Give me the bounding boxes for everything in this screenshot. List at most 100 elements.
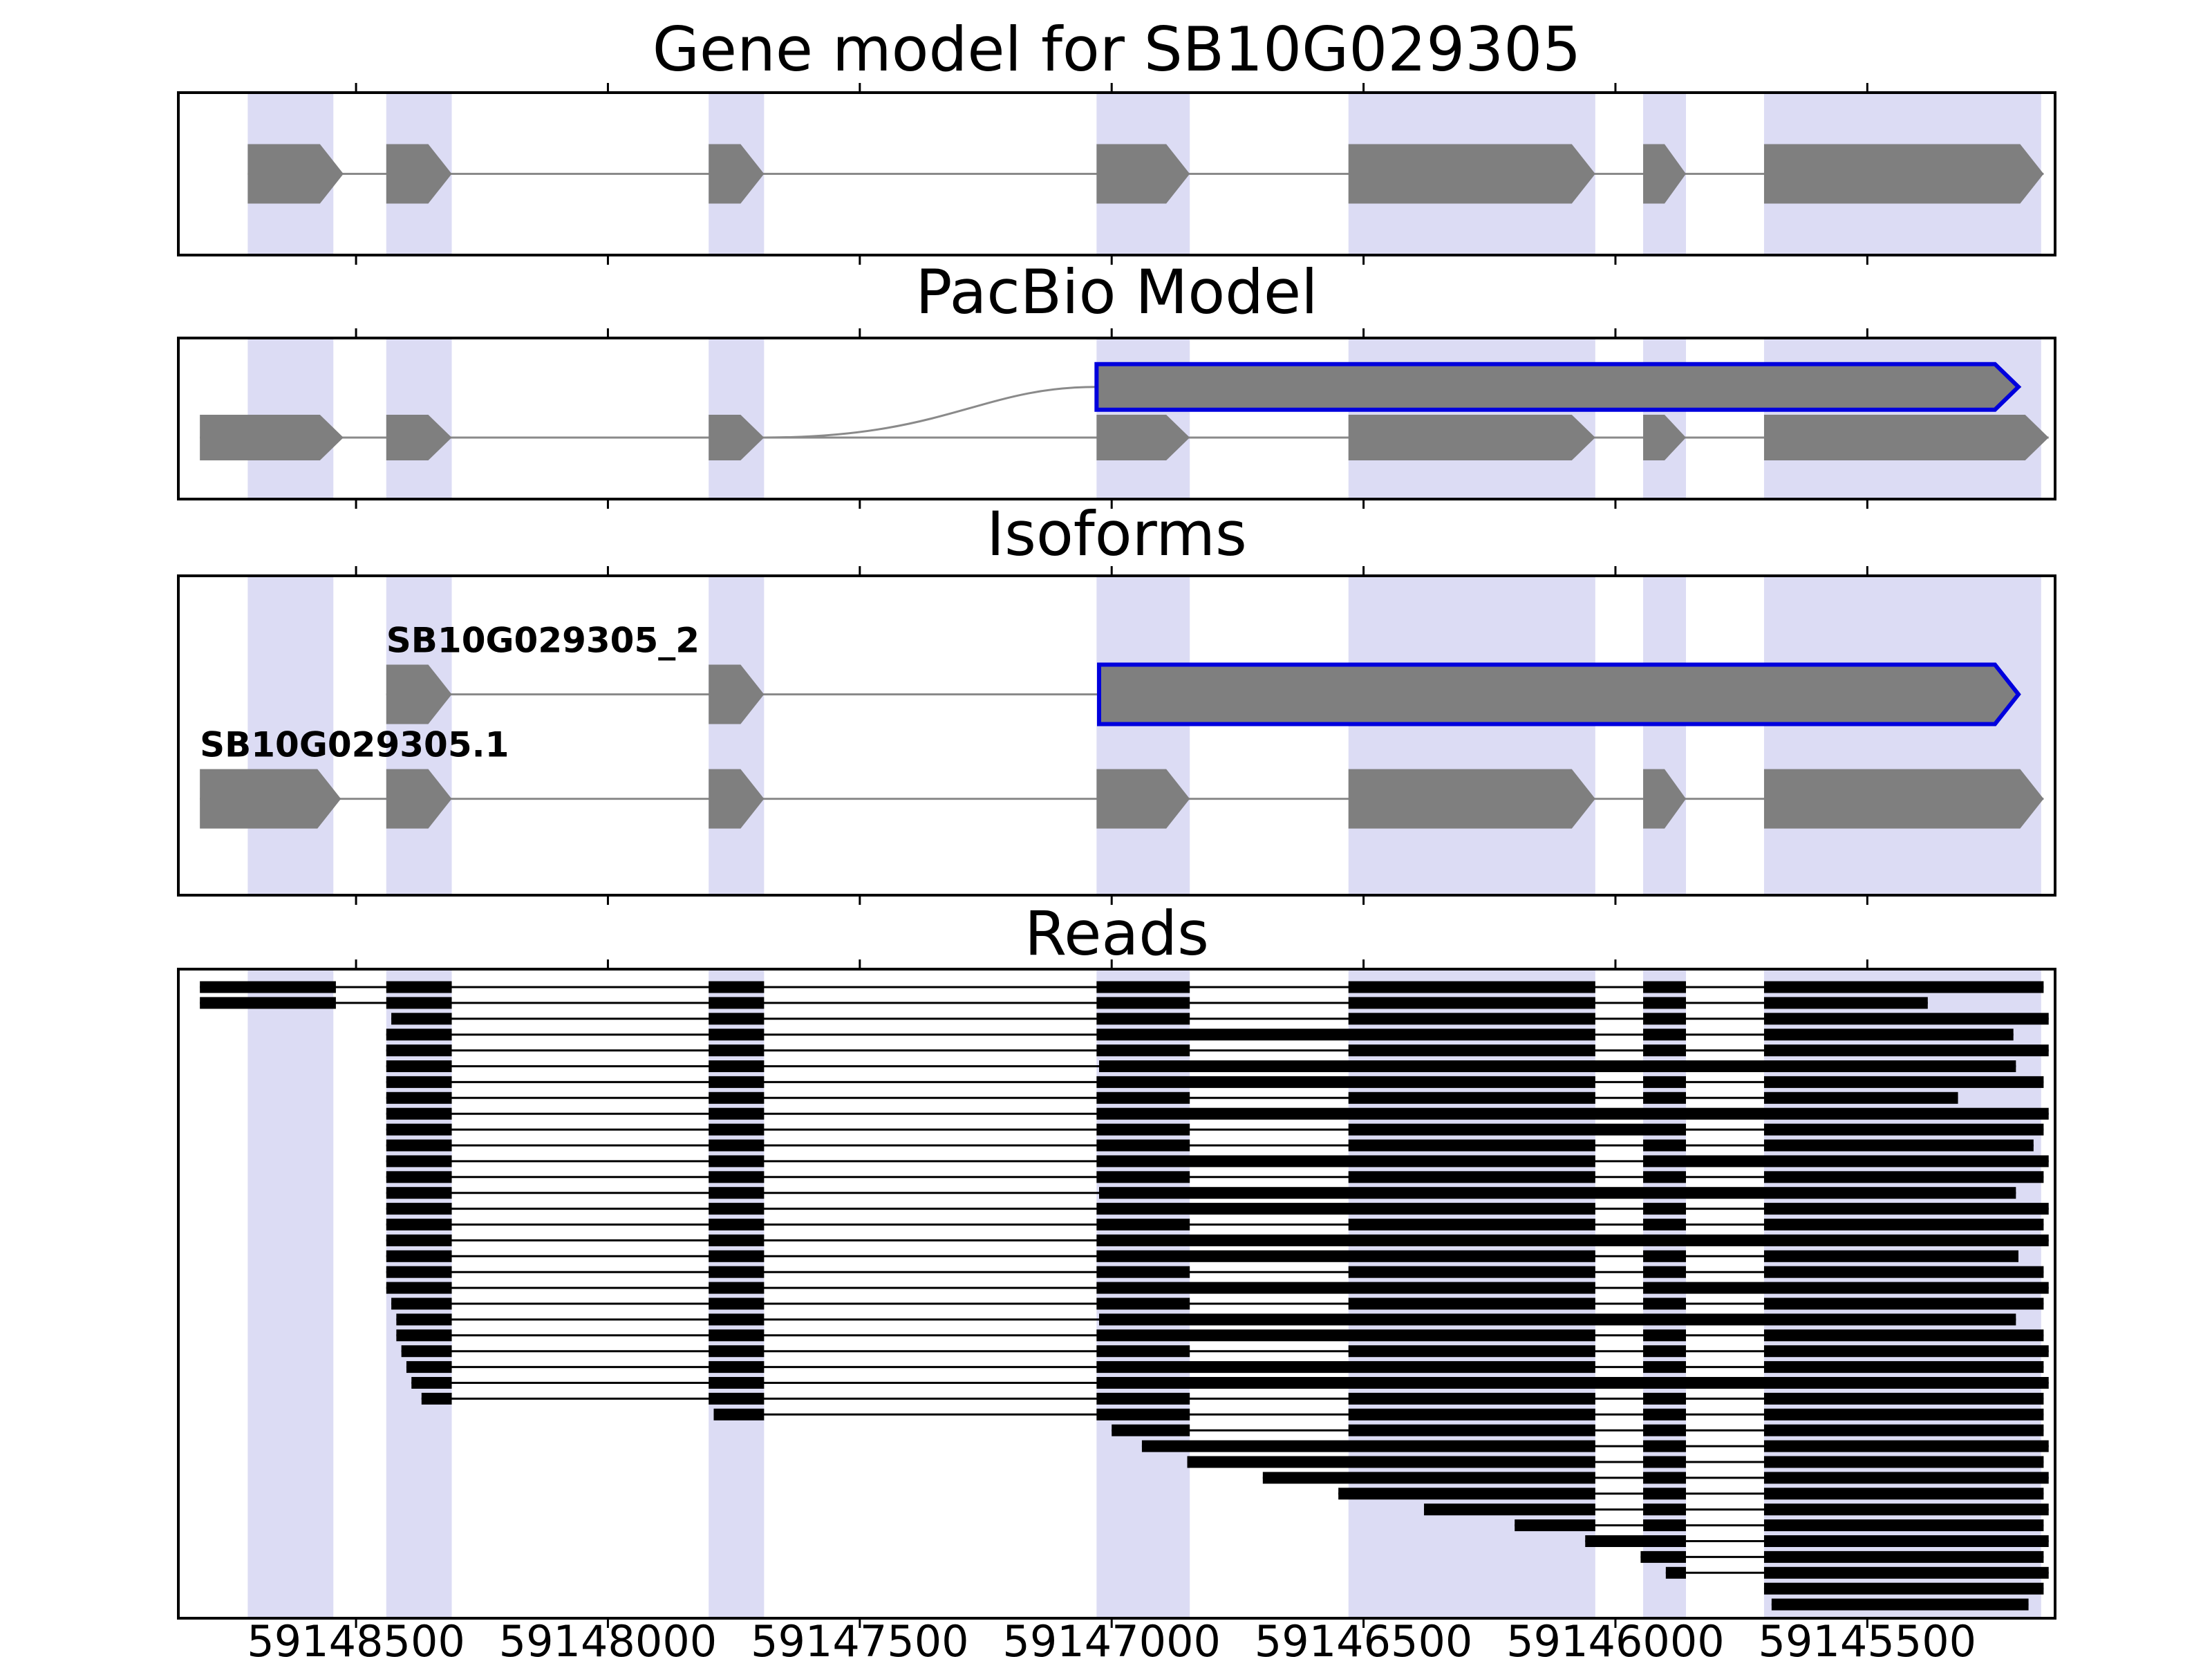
read-exon: [1643, 981, 1687, 993]
exon: [1096, 769, 1190, 829]
read-exon: [1096, 1266, 1190, 1278]
read-exon: [709, 1329, 765, 1342]
read-exon: [386, 1219, 452, 1230]
read-exon: [1763, 1424, 2044, 1436]
read-exon: [709, 1297, 765, 1310]
read-exon: [1096, 1234, 2049, 1246]
highlight-band: [1763, 577, 2041, 894]
read-exon: [1763, 1361, 2044, 1374]
read-exon: [709, 1282, 765, 1294]
read-exon: [1348, 997, 1595, 1009]
read-exon: [1348, 1091, 1595, 1104]
isoform-label: SB10G029305_2: [386, 620, 700, 660]
read-exon: [709, 1139, 765, 1152]
reads-panel: [177, 959, 2056, 1628]
read-exon: [1763, 1250, 2018, 1262]
gene-model-title: Gene model for SB10G029305: [652, 14, 1582, 85]
read-exon: [1262, 1472, 1595, 1484]
read-exon: [1643, 1329, 1687, 1342]
pacbio-model-title: PacBio Model: [915, 256, 1318, 328]
x-tick-label: 59148500: [247, 1616, 465, 1659]
gene-model-panel: [177, 83, 2056, 265]
read-exon: [1096, 1107, 2049, 1120]
exon: [709, 664, 765, 724]
read-exon: [1763, 1440, 2049, 1452]
read-exon: [1098, 1060, 2016, 1072]
read-exon: [1763, 1392, 2044, 1405]
exon: [1763, 144, 2044, 204]
read-exon: [386, 1203, 452, 1215]
read-exon: [709, 981, 765, 993]
x-axis-tick-labels: 59148500 59148000 59147500 59147000 59146500…: [0, 1616, 2212, 1659]
read-exon: [1096, 1013, 1190, 1025]
read-exon: [386, 1029, 452, 1041]
read-exon: [1643, 1297, 1687, 1310]
read-exon: [1643, 1424, 1687, 1436]
novel-exon: [1094, 362, 2022, 412]
read-exon: [1640, 1550, 1687, 1563]
read-exon: [406, 1361, 452, 1374]
read-exon: [386, 981, 452, 993]
read-exon: [1643, 1361, 1687, 1374]
exon: [709, 769, 765, 829]
read-exon: [1096, 981, 1190, 993]
read-exon: [1763, 1123, 2044, 1136]
x-tick-label: 59148000: [498, 1616, 718, 1659]
read-exon: [1348, 1408, 1595, 1421]
read-exon: [1763, 1076, 2044, 1088]
highlight-band: [1643, 577, 1687, 894]
read-exon: [1096, 1139, 1190, 1152]
read-exon: [1763, 1503, 2049, 1516]
highlight-band: [1348, 577, 1595, 894]
isoform-label: SB10G029305.1: [200, 725, 509, 765]
pacbio-model-panel: [177, 328, 2056, 509]
read-exon: [1763, 1203, 2049, 1215]
highlight-band: [247, 971, 334, 1617]
read-exon: [1096, 1076, 1595, 1088]
read-exon: [1643, 1345, 1687, 1358]
read-exon: [401, 1345, 452, 1358]
exon: [1643, 414, 1687, 460]
read-exon: [386, 1266, 452, 1278]
read-exon: [1643, 1408, 1687, 1421]
isoforms-title: Isoforms: [986, 498, 1247, 570]
panel-reads-plot: [200, 959, 2049, 1628]
read-exon: [1096, 1361, 1595, 1374]
read-exon: [1348, 1139, 1595, 1152]
panel-isoforms-plot: SB10G029305_2 SB10G029305.1: [200, 566, 2044, 905]
read-exon: [709, 1377, 765, 1389]
exon: [247, 144, 344, 204]
novel-exon: [1096, 662, 2021, 727]
read-exon: [1348, 1297, 1595, 1310]
read-exon: [411, 1377, 452, 1389]
read-exon: [1338, 1488, 1595, 1500]
read-exon: [200, 997, 336, 1009]
read-exon: [1096, 1345, 1190, 1358]
read-exon: [1763, 1139, 2034, 1152]
read-exon: [386, 1282, 452, 1294]
read-exon: [1643, 1519, 1687, 1532]
read-exon: [1348, 1266, 1595, 1278]
exon: [1643, 769, 1687, 829]
read-exon: [386, 1155, 452, 1168]
read-exon: [1763, 1013, 2049, 1025]
read-exon: [1096, 1282, 1595, 1294]
read-exon: [1348, 981, 1595, 993]
exon: [1763, 414, 2049, 460]
read-exon: [1763, 1488, 2044, 1500]
read-exon: [1643, 1472, 1687, 1484]
read-exon: [1098, 1313, 2016, 1326]
read-exon: [709, 1250, 765, 1262]
read-exon: [1763, 1535, 2049, 1547]
read-exon: [1763, 981, 2044, 993]
read-exon: [1643, 1171, 1687, 1183]
read-exon: [1112, 1424, 1190, 1436]
read-exon: [386, 1044, 452, 1057]
read-exon: [386, 997, 452, 1009]
read-exon: [1643, 1392, 1687, 1405]
read-exon: [1643, 1219, 1687, 1230]
read-exon: [709, 1361, 765, 1374]
exon: [1348, 769, 1595, 829]
read-exon: [1643, 1203, 1687, 1215]
